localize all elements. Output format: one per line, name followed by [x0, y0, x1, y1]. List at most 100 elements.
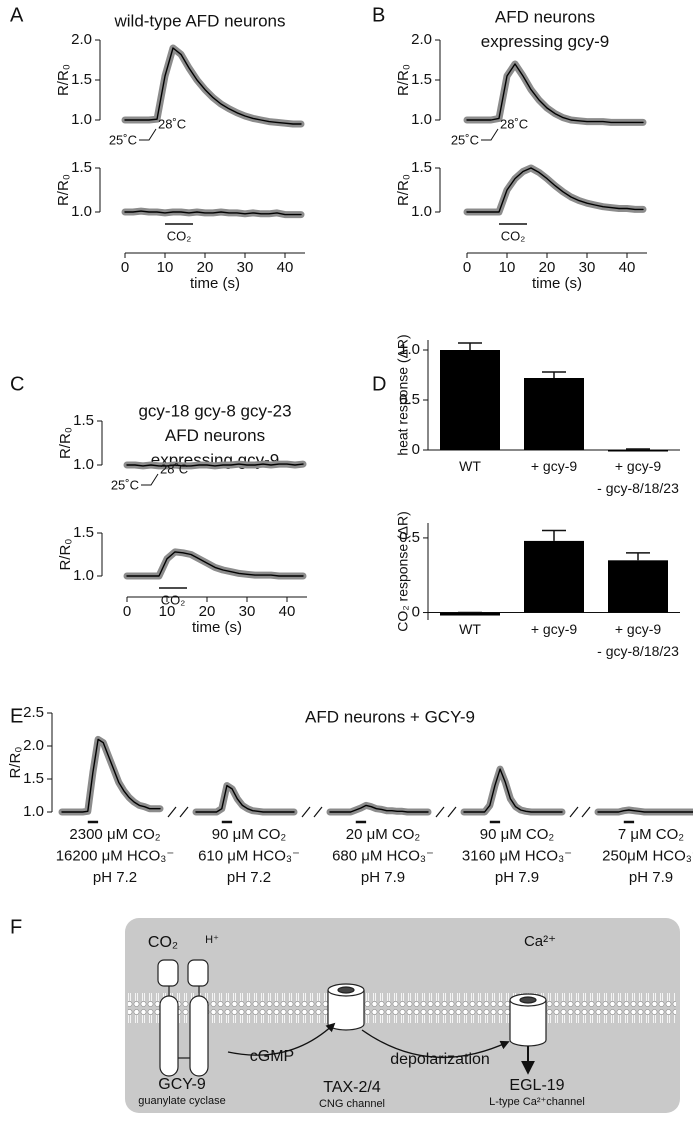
y-axis-label: R/R₀ — [395, 64, 412, 96]
bar — [440, 612, 500, 616]
y-tick-label: 0 — [412, 441, 420, 458]
stimulus-label: 90 μM CO₂ — [212, 826, 287, 843]
panel-label: F — [10, 916, 22, 938]
egl-sub: L-type Ca²⁺channel — [489, 1096, 585, 1108]
y-tick-label: 1.0 — [399, 341, 420, 358]
error-bar — [458, 342, 482, 350]
x-tick-label: + gcy-9 — [530, 458, 578, 474]
stimulus-label: 20 μM CO₂ — [346, 826, 421, 843]
bar — [524, 378, 584, 450]
trace-line — [195, 784, 295, 813]
stimulus-label: CO₂ — [161, 592, 186, 607]
egl-label: EGL-19 — [509, 1077, 564, 1094]
chart-title: wild-type AFD neurons — [113, 11, 285, 30]
y-tick-label: 2.0 — [71, 31, 92, 48]
gcy9-sub: guanylate cyclase — [138, 1095, 225, 1107]
annotation: 28˚C — [500, 116, 528, 131]
error-bar — [626, 448, 650, 450]
trace-line — [463, 768, 563, 813]
tax-shape — [327, 983, 365, 1031]
y-tick-label: 1.0 — [71, 111, 92, 128]
y-axis-label: R/R₀ — [57, 427, 74, 459]
panel-label: E — [10, 705, 23, 727]
x-tick-label: 0 — [121, 259, 129, 276]
co2-label: CO₂ — [148, 934, 178, 951]
trace-band — [192, 782, 298, 816]
y-tick-label: 1.0 — [71, 203, 92, 220]
panel-label: A — [10, 4, 24, 26]
y-tick-label: 1.5 — [23, 770, 44, 787]
y-tick-label: 1.5 — [411, 159, 432, 176]
depolarization-arrow — [361, 1029, 510, 1058]
y-tick-label: 1.0 — [411, 111, 432, 128]
y-axis-label: R/R₀ — [55, 64, 72, 96]
annotation: 28˚C — [158, 116, 186, 131]
y-tick-label: 1.0 — [73, 456, 94, 473]
trace-band — [460, 765, 566, 816]
y-axis-label: R/R₀ — [55, 174, 72, 206]
stimulus-label: 7 μM CO₂ — [618, 826, 684, 843]
trace-band — [123, 548, 307, 580]
y-axis-label: heat response (ΔR) — [395, 334, 411, 455]
stimulus-label: 610 μM HCO₃⁻ — [198, 847, 300, 864]
trace-line — [466, 167, 644, 213]
panel-label: D — [372, 373, 386, 395]
x-tick-label: 10 — [159, 603, 176, 620]
gcy9-shape — [157, 959, 209, 1077]
x-axis-label: time (s) — [190, 275, 240, 292]
x-tick-label: 10 — [499, 259, 516, 276]
bar — [524, 540, 584, 613]
x-tick-label: 30 — [237, 259, 254, 276]
x-tick-label-box: + gcy-9 - gcy-8/18/23 — [597, 458, 679, 496]
ca-label: Ca²⁺ — [524, 933, 556, 950]
bar — [608, 560, 668, 613]
gcy9-label: GCY-9 — [158, 1076, 206, 1093]
stimulus-label: 90 μM CO₂ — [480, 826, 555, 843]
panel-label: C — [10, 373, 24, 395]
y-tick-label: 1.0 — [73, 567, 94, 584]
y-axis-label: CO₂ response (ΔR) — [395, 511, 411, 632]
x-tick-label: WT — [459, 458, 481, 474]
axis-break — [569, 806, 591, 818]
x-tick-label: + gcy-9 — [530, 620, 578, 637]
x-axis-label: time (s) — [532, 275, 582, 292]
membrane — [128, 990, 676, 1026]
egl-shape — [509, 993, 547, 1047]
annotation: 25˚C — [451, 132, 479, 147]
y-axis-label: R/R₀ — [57, 538, 74, 570]
x-tick-label: 40 — [619, 259, 636, 276]
x-tick-label-box: WT — [459, 621, 481, 637]
stimulus-label: 2300 μM CO₂ — [69, 826, 160, 843]
y-tick-label: 0.5 — [399, 391, 420, 408]
x-tick-label: 40 — [277, 259, 294, 276]
y-tick-label: 1.0 — [23, 803, 44, 820]
stimulus-label: pH 7.9 — [629, 869, 673, 886]
x-tick-label: 20 — [199, 603, 216, 620]
axis-break — [435, 806, 457, 818]
y-tick-label: 1.5 — [73, 524, 94, 541]
y-tick-label: 2.0 — [23, 737, 44, 754]
stimulus-label: pH 7.2 — [93, 869, 137, 886]
x-tick-label: 0 — [463, 259, 471, 276]
chart-title: gcy-18 gcy-8 gcy-23 — [138, 401, 291, 420]
axis-break — [301, 806, 323, 818]
bar — [440, 350, 500, 450]
y-tick-label: 1.5 — [73, 412, 94, 429]
x-tick-label: 20 — [197, 259, 214, 276]
x-axis-label: time (s) — [192, 619, 242, 636]
tax-sub: CNG channel — [319, 1098, 385, 1110]
stimulus-label: 3160 μM HCO₃⁻ — [462, 847, 572, 864]
trace-line — [329, 804, 429, 813]
stimulus-label: CO₂ — [167, 228, 192, 243]
trace-line — [466, 63, 644, 124]
trace-line — [126, 551, 304, 577]
stimulus-label: 680 μM HCO₃⁻ — [332, 847, 434, 864]
panel-label: B — [372, 4, 385, 26]
depolarization-label: depolarization — [390, 1051, 490, 1068]
chart-title: AFD neurons + GCY-9 — [305, 707, 475, 726]
stimulus-label: 16200 μM HCO₃⁻ — [56, 847, 175, 864]
x-tick-label: 20 — [539, 259, 556, 276]
stimulus-label: pH 7.9 — [495, 869, 539, 886]
stimulus-label: CO₂ — [501, 228, 526, 243]
